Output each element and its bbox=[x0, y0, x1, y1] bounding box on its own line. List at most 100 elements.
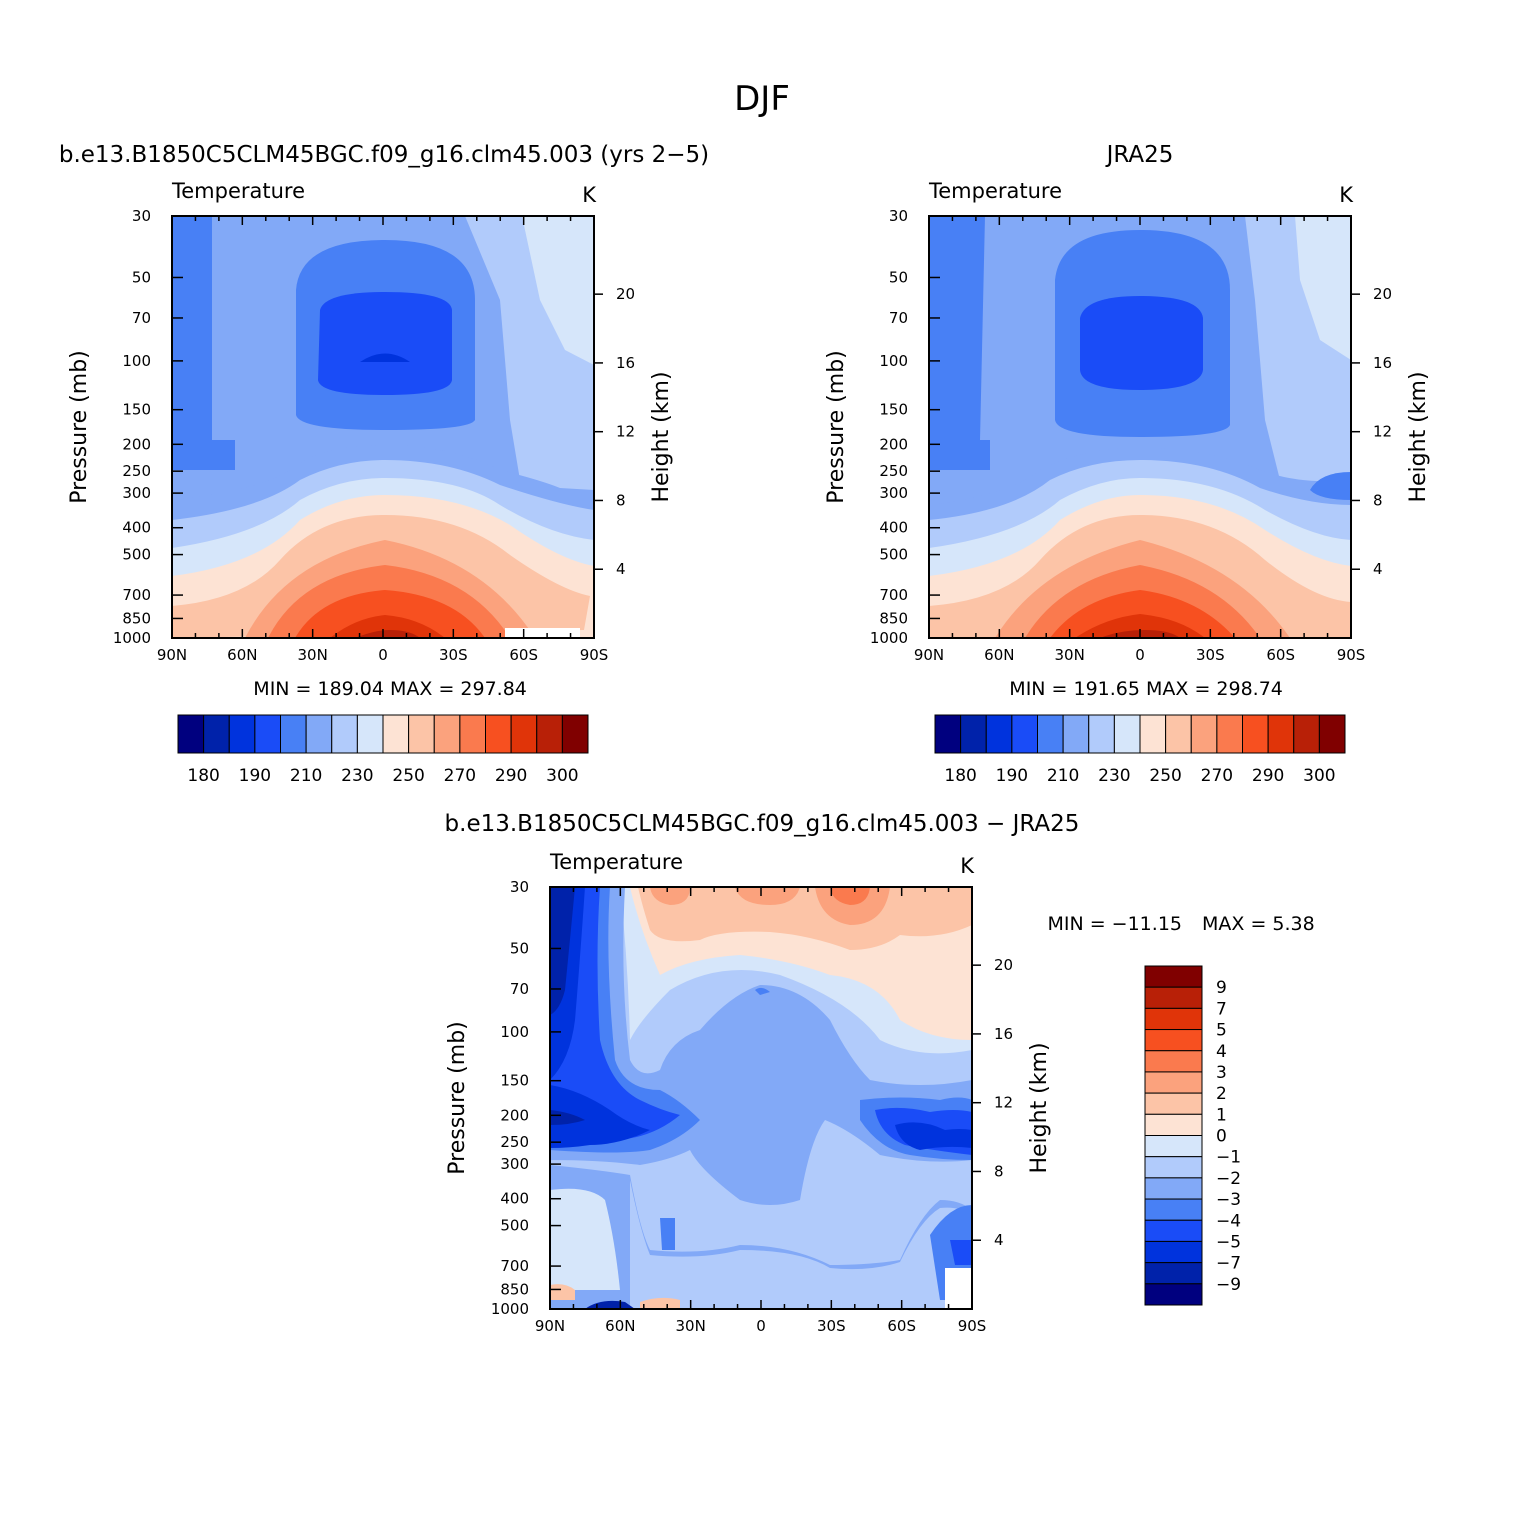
colorbar-label: 290 bbox=[495, 766, 527, 786]
colorbar-label: 9 bbox=[1216, 978, 1227, 998]
y-tick-label: 150 bbox=[122, 401, 151, 419]
colorbar-label: 5 bbox=[1216, 1021, 1227, 1041]
y2-tick-label: 20 bbox=[616, 285, 635, 303]
y-tick-label: 30 bbox=[889, 207, 908, 225]
colorbar-label: 230 bbox=[341, 766, 373, 786]
colorbar-label: 210 bbox=[290, 766, 322, 786]
colorbar-label: 180 bbox=[187, 766, 219, 786]
y-tick-label: 250 bbox=[879, 462, 908, 480]
y2-tick-label: 16 bbox=[1373, 354, 1392, 372]
y-tick-label: 400 bbox=[879, 519, 908, 537]
y-tick-label: 1000 bbox=[113, 629, 151, 647]
y2-tick-label: 4 bbox=[616, 560, 626, 578]
colorbar-swatch bbox=[485, 714, 512, 754]
contour-band-minimum bbox=[360, 353, 410, 362]
y-tick-label: 50 bbox=[132, 268, 151, 286]
y-axis-title: Pressure (mb) bbox=[824, 350, 849, 504]
colorbar-label: 250 bbox=[1149, 766, 1181, 786]
y2-tick-label: 12 bbox=[1373, 423, 1392, 441]
y-tick-label: 100 bbox=[122, 352, 151, 370]
colorbar-swatch bbox=[1144, 1007, 1203, 1031]
y-tick-label: 70 bbox=[510, 980, 529, 998]
contour-band bbox=[640, 1297, 680, 1309]
colorbar-swatch bbox=[1037, 714, 1064, 754]
colorbar-swatch bbox=[510, 714, 538, 754]
colorbar-swatch bbox=[382, 714, 410, 754]
colorbar-swatch bbox=[1144, 1198, 1203, 1221]
colorbar-swatch bbox=[1144, 1071, 1203, 1094]
contour-band bbox=[950, 1240, 972, 1265]
y-tick-label: 400 bbox=[122, 519, 151, 537]
colorbar-label: 180 bbox=[944, 766, 976, 786]
figure-title: DJF bbox=[734, 79, 790, 119]
colorbar-label: 210 bbox=[1047, 766, 1079, 786]
panel-diff-contours bbox=[550, 887, 972, 1309]
x-tick-label: 30N bbox=[1055, 646, 1085, 664]
panel-model-units-label: K bbox=[582, 183, 597, 207]
contour-band bbox=[1295, 216, 1351, 360]
colorbar-label: 0 bbox=[1216, 1127, 1227, 1147]
colorbar-swatch bbox=[203, 714, 230, 754]
y-tick-label: 700 bbox=[500, 1257, 529, 1275]
colorbar-swatch bbox=[1216, 714, 1243, 754]
y2-tick-label: 8 bbox=[1373, 491, 1383, 509]
contour-band-pole bbox=[929, 216, 985, 440]
y-tick-label: 200 bbox=[500, 1106, 529, 1124]
x-tick-label: 90N bbox=[914, 646, 944, 664]
y-tick-label: 50 bbox=[889, 268, 908, 286]
y-tick-label: 1000 bbox=[870, 629, 908, 647]
colorbar-swatch bbox=[1011, 714, 1038, 754]
panel-obs-colorbar: 180 190 210 230 250 270 290 300 bbox=[934, 714, 1346, 786]
y-tick-label: 150 bbox=[879, 401, 908, 419]
panel-model-colorbar: 180 190 210 230 250 270 290 300 bbox=[177, 714, 589, 786]
contour-band bbox=[172, 440, 235, 470]
colorbar-swatch bbox=[1062, 714, 1090, 754]
colorbar-swatch bbox=[177, 714, 205, 754]
y-tick-label: 30 bbox=[132, 207, 151, 225]
y2-tick-label: 12 bbox=[994, 1094, 1013, 1112]
colorbar-label: 4 bbox=[1216, 1042, 1227, 1062]
panel-model-max: MAX = 297.84 bbox=[390, 678, 527, 700]
y2-axis-title: Height (km) bbox=[649, 371, 674, 502]
colorbar-label: 230 bbox=[1098, 766, 1130, 786]
colorbar-label: 2 bbox=[1216, 1084, 1227, 1104]
x-tick-label: 60S bbox=[509, 646, 538, 664]
panel-obs-contours bbox=[929, 216, 1351, 638]
x-tick-label: 90S bbox=[1337, 646, 1366, 664]
y-tick-label: 400 bbox=[500, 1190, 529, 1208]
x-tick-label: 90N bbox=[535, 1317, 565, 1335]
contour-band bbox=[550, 1188, 620, 1290]
contour-band bbox=[550, 887, 680, 1141]
y-tick-label: 50 bbox=[510, 939, 529, 957]
colorbar-label: −7 bbox=[1216, 1254, 1241, 1274]
colorbar-label: 250 bbox=[392, 766, 424, 786]
x-tick-label: 90N bbox=[157, 646, 187, 664]
contour-band bbox=[630, 1180, 972, 1309]
colorbar-label: −9 bbox=[1216, 1275, 1241, 1295]
y-tick-label: 250 bbox=[500, 1133, 529, 1151]
y-tick-label: 70 bbox=[889, 309, 908, 327]
colorbar-swatch bbox=[1144, 1262, 1203, 1285]
y-tick-label: 300 bbox=[500, 1155, 529, 1173]
panel-obs-axes: 90N 60N 30N 0 30S 60S 90S 30 50 70 100 150 200 250 300… bbox=[824, 207, 1431, 664]
x-tick-label: 90S bbox=[958, 1317, 987, 1335]
missing-data bbox=[505, 628, 580, 638]
colorbar-label: 190 bbox=[239, 766, 271, 786]
y-tick-label: 200 bbox=[879, 435, 908, 453]
contour-band bbox=[830, 887, 870, 905]
y-tick-label: 1000 bbox=[491, 1300, 529, 1318]
x-tick-label: 30N bbox=[298, 646, 328, 664]
y-tick-label: 500 bbox=[122, 546, 151, 564]
x-tick-label: 60S bbox=[887, 1317, 916, 1335]
colorbar-swatch bbox=[1144, 1240, 1203, 1264]
x-tick-label: 0 bbox=[378, 646, 388, 664]
contour-band bbox=[755, 987, 770, 995]
colorbar-swatch bbox=[1144, 1283, 1203, 1306]
contour-band bbox=[660, 1218, 675, 1250]
colorbar-swatch bbox=[536, 714, 563, 754]
y-tick-label: 700 bbox=[879, 586, 908, 604]
contour-band-tropopause-core bbox=[1080, 296, 1203, 390]
x-tick-label: 30S bbox=[1196, 646, 1225, 664]
colorbar-swatch bbox=[1165, 714, 1192, 754]
